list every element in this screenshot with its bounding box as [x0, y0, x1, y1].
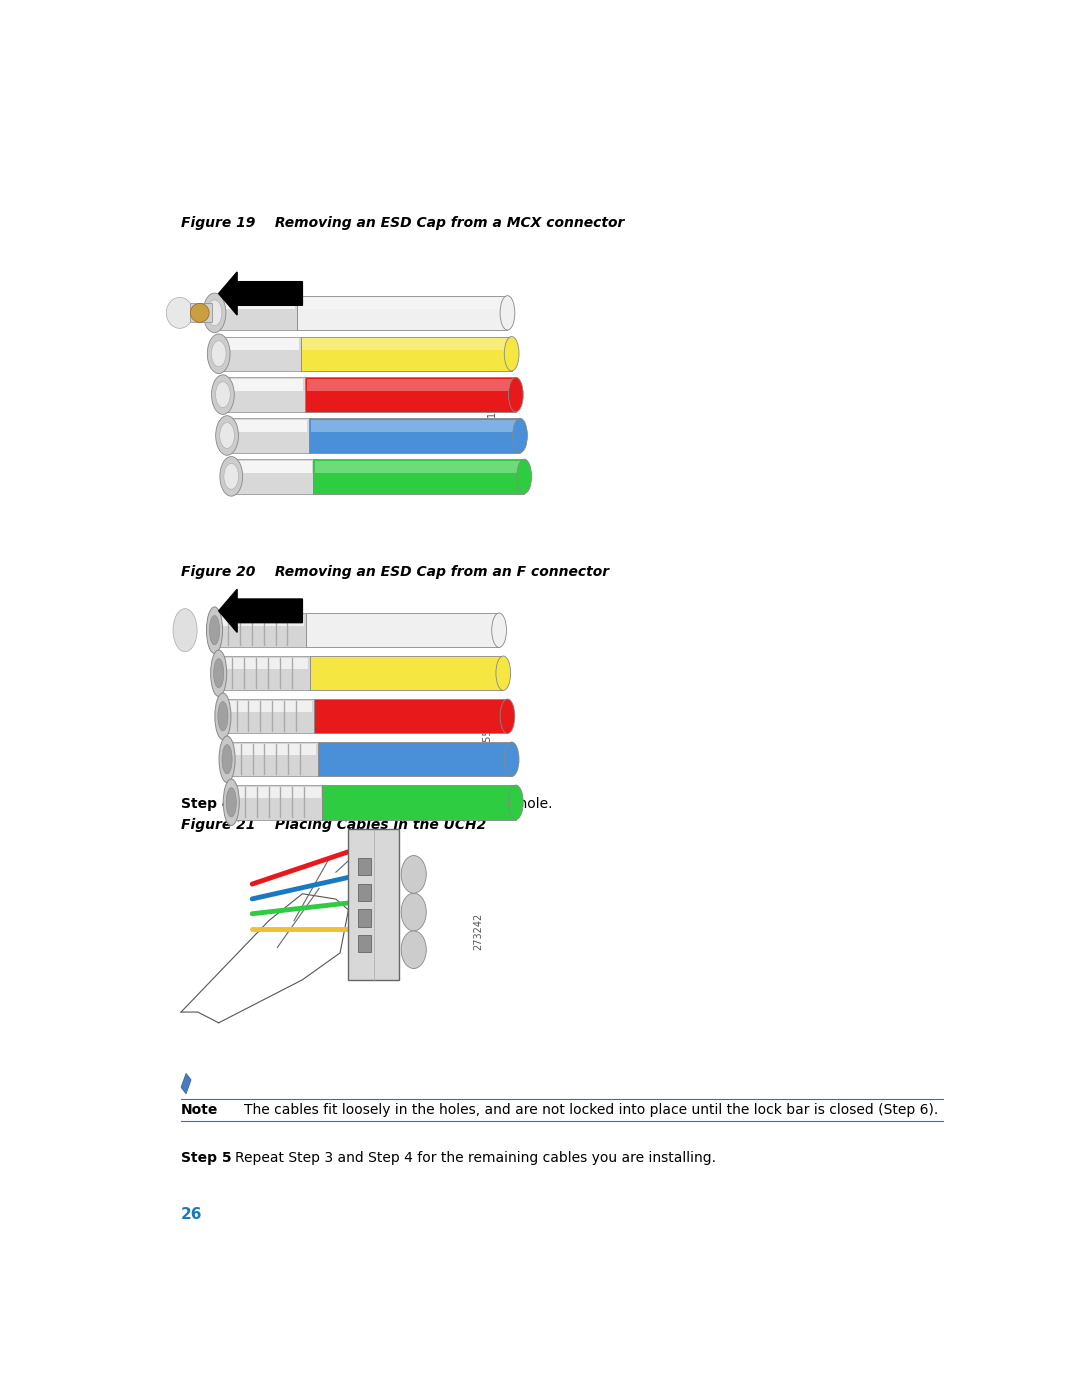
Text: Note: Note — [181, 1104, 218, 1118]
Bar — [227, 742, 319, 777]
Bar — [229, 745, 316, 756]
Ellipse shape — [190, 303, 210, 323]
Ellipse shape — [401, 893, 427, 930]
Ellipse shape — [504, 742, 519, 777]
Bar — [225, 701, 312, 712]
Ellipse shape — [222, 745, 232, 774]
Ellipse shape — [509, 785, 523, 820]
Ellipse shape — [401, 930, 427, 968]
Text: Step 5: Step 5 — [181, 1151, 231, 1165]
Bar — [310, 657, 503, 690]
Ellipse shape — [224, 780, 240, 826]
Text: 155825: 155825 — [482, 708, 491, 746]
Bar — [216, 298, 295, 309]
Bar — [227, 418, 309, 453]
Bar — [231, 460, 313, 493]
Ellipse shape — [212, 374, 234, 415]
Text: Figure 19    Removing an ESD Cap from a MCX connector: Figure 19 Removing an ESD Cap from a MCX… — [181, 217, 624, 231]
Bar — [305, 377, 516, 412]
Text: Figure 20    Removing an ESD Cap from an F connector: Figure 20 Removing an ESD Cap from an F … — [181, 564, 609, 578]
Bar — [215, 613, 306, 647]
FancyArrow shape — [218, 272, 302, 314]
Bar — [222, 698, 314, 733]
Bar — [359, 884, 372, 901]
Bar — [359, 909, 372, 926]
Bar — [297, 296, 508, 330]
Bar — [222, 377, 305, 412]
Ellipse shape — [215, 693, 231, 739]
Ellipse shape — [219, 736, 235, 782]
Bar — [218, 657, 310, 690]
Bar — [233, 787, 321, 798]
Bar — [218, 337, 300, 372]
Ellipse shape — [216, 416, 239, 455]
Bar — [220, 658, 308, 669]
Ellipse shape — [401, 855, 427, 893]
Bar — [302, 338, 510, 351]
Bar — [322, 785, 516, 820]
Bar — [307, 379, 514, 391]
Ellipse shape — [224, 464, 239, 489]
Text: The cables fit loosely in the holes, and are not locked into place until the loc: The cables fit loosely in the holes, and… — [244, 1104, 939, 1118]
Bar — [311, 420, 518, 432]
Bar — [215, 296, 297, 330]
Bar — [216, 615, 303, 626]
Ellipse shape — [496, 657, 511, 690]
Ellipse shape — [220, 457, 243, 496]
Text: Step 4: Step 4 — [181, 796, 231, 810]
Ellipse shape — [210, 616, 219, 645]
Bar — [313, 460, 524, 493]
Bar — [359, 858, 372, 876]
Ellipse shape — [517, 460, 531, 493]
Text: Repeat Step 3 and Step 4 for the remaining cables you are installing.: Repeat Step 3 and Step 4 for the remaini… — [234, 1151, 716, 1165]
Bar — [220, 338, 299, 351]
Text: Insert and wiggle the connector into the hole.: Insert and wiggle the connector into the… — [234, 796, 552, 810]
Bar — [309, 418, 521, 453]
Ellipse shape — [509, 377, 523, 412]
Ellipse shape — [173, 609, 198, 652]
Ellipse shape — [166, 298, 193, 328]
Bar — [349, 830, 399, 979]
Ellipse shape — [216, 381, 230, 408]
Text: 26: 26 — [181, 1207, 203, 1222]
Bar — [315, 461, 523, 474]
Bar — [233, 461, 312, 474]
FancyArrow shape — [218, 590, 302, 633]
Bar — [319, 742, 512, 777]
Text: 273242: 273242 — [473, 912, 483, 950]
Text: Figure 21    Placing Cables in the UCH2: Figure 21 Placing Cables in the UCH2 — [181, 819, 486, 833]
Ellipse shape — [504, 337, 519, 372]
Ellipse shape — [500, 296, 515, 330]
Ellipse shape — [206, 606, 222, 654]
Ellipse shape — [500, 698, 515, 733]
Ellipse shape — [513, 418, 527, 453]
Bar — [225, 379, 303, 391]
Text: 155824: 155824 — [487, 380, 497, 418]
Ellipse shape — [207, 300, 221, 326]
Bar — [190, 303, 212, 323]
Ellipse shape — [203, 293, 226, 332]
Ellipse shape — [226, 788, 237, 817]
Bar — [298, 298, 505, 309]
Ellipse shape — [214, 658, 224, 687]
Bar — [229, 420, 308, 432]
Bar — [359, 935, 372, 953]
Polygon shape — [181, 1073, 191, 1094]
Ellipse shape — [218, 701, 228, 731]
Ellipse shape — [207, 334, 230, 373]
Ellipse shape — [211, 650, 227, 697]
Bar — [300, 337, 512, 372]
Bar — [306, 613, 499, 647]
Bar — [231, 785, 322, 820]
Bar — [314, 698, 508, 733]
Ellipse shape — [491, 613, 507, 647]
Ellipse shape — [212, 341, 226, 366]
Ellipse shape — [219, 422, 234, 448]
